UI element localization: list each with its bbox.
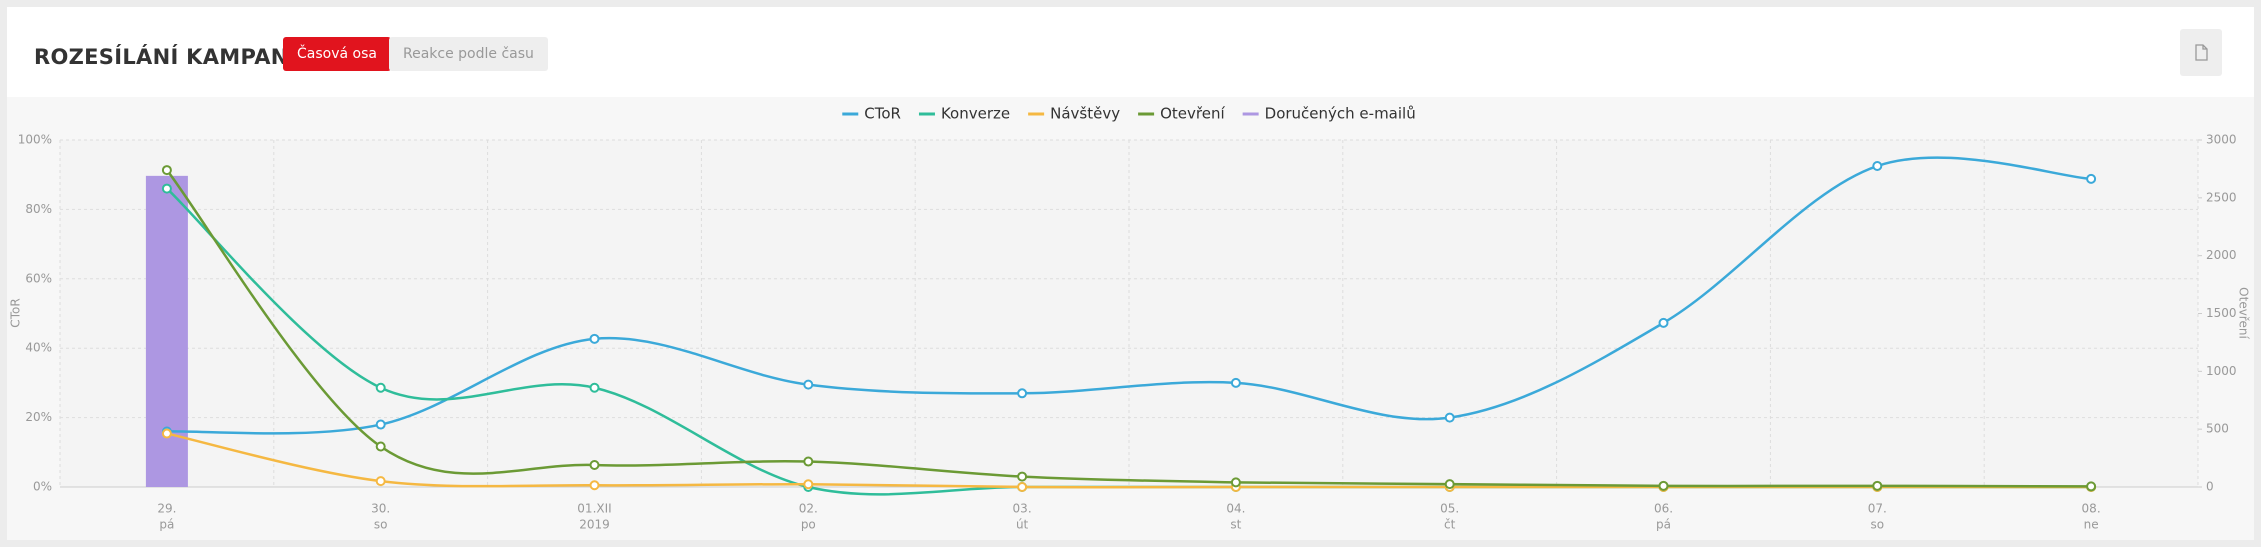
legend-label: CToR <box>864 105 901 123</box>
point-marker <box>589 382 600 393</box>
point-marker <box>2086 173 2097 184</box>
y2-tick-label: 0 <box>2206 480 2214 494</box>
y2-tick-label: 2000 <box>2206 248 2237 262</box>
x-tick-label: 2019 <box>579 518 610 532</box>
x-tick-label: čt <box>1444 518 1456 532</box>
export-button[interactable] <box>2180 29 2222 76</box>
point-marker <box>161 165 172 176</box>
x-tick-label: 02. <box>799 502 818 516</box>
y-tick-label: 20% <box>25 410 52 424</box>
x-tick-label: 08. <box>2082 502 2101 516</box>
legend-label: Doručených e-mailů <box>1265 105 1416 123</box>
y2-tick-label: 1000 <box>2206 364 2237 378</box>
point-marker <box>1872 161 1883 172</box>
y-tick-label: 0% <box>33 480 52 494</box>
y2-tick-label: 500 <box>2206 422 2229 436</box>
x-tick-label: 04. <box>1226 502 1245 516</box>
y2-tick-label: 2500 <box>2206 190 2237 204</box>
x-tick-label: st <box>1230 518 1241 532</box>
legend-label: Konverze <box>941 105 1010 123</box>
point-marker <box>589 333 600 344</box>
legend-label: Návštěvy <box>1050 105 1120 123</box>
tab-button[interactable]: Reakce podle času <box>389 37 548 71</box>
tab-button[interactable]: Časová osa <box>283 37 391 71</box>
x-tick-label: 03. <box>1013 502 1032 516</box>
series-line <box>166 156 2092 435</box>
panel-title: ROZESÍLÁNÍ KAMPANĚ <box>34 45 304 69</box>
point-marker <box>1872 480 1883 491</box>
y-tick-label: 40% <box>25 341 52 355</box>
legend: CToR Konverze Návštěvy Otevření Doručených e… <box>842 105 1416 123</box>
point-marker <box>375 419 386 430</box>
x-tick-label: 07. <box>1868 502 1887 516</box>
point-marker <box>1230 377 1241 388</box>
x-tick-label: so <box>374 518 388 532</box>
x-tick-label: so <box>1871 518 1885 532</box>
bar <box>145 175 188 487</box>
point-marker <box>589 480 600 491</box>
point-marker <box>2086 481 2097 492</box>
x-tick-label: 05. <box>1440 502 1459 516</box>
point-marker <box>1230 477 1241 488</box>
point-marker <box>1017 482 1028 492</box>
point-marker <box>375 382 386 393</box>
export-icon <box>2195 44 2208 61</box>
point-marker <box>375 441 386 452</box>
x-tick-label: 01.XII <box>577 502 611 516</box>
point-marker <box>375 476 386 487</box>
x-tick-label: po <box>801 518 816 532</box>
y-tick-label: 100% <box>18 133 52 147</box>
point-marker <box>803 456 814 467</box>
x-tick-label: 30. <box>371 502 390 516</box>
legend-label: Otevření <box>1160 105 1225 123</box>
y-tick-label: 80% <box>25 202 52 216</box>
y2-tick-label: 1500 <box>2206 306 2237 320</box>
point-marker <box>1658 480 1669 491</box>
point-marker <box>1017 471 1028 482</box>
point-marker <box>803 379 814 390</box>
x-tick-label: 29. <box>157 502 176 516</box>
point-marker <box>1658 317 1669 328</box>
x-tick-label: út <box>1016 518 1029 532</box>
series-line <box>165 169 2092 488</box>
x-tick-label: pá <box>159 518 174 532</box>
x-tick-label: ne <box>2084 518 2099 532</box>
point-marker <box>589 460 600 471</box>
point-marker <box>1444 479 1455 490</box>
y-tick-label: 60% <box>25 271 52 285</box>
y2-axis-title: Otevření <box>2237 287 2251 339</box>
point-marker <box>161 428 172 439</box>
point-marker <box>161 183 172 194</box>
x-tick-label: 06. <box>1654 502 1673 516</box>
point-marker <box>1017 388 1028 399</box>
point-marker <box>803 479 814 490</box>
y-axis-title: CToR <box>9 298 23 327</box>
y2-tick-label: 3000 <box>2206 133 2237 147</box>
point-marker <box>1444 412 1455 423</box>
x-tick-label: pá <box>1656 518 1671 532</box>
